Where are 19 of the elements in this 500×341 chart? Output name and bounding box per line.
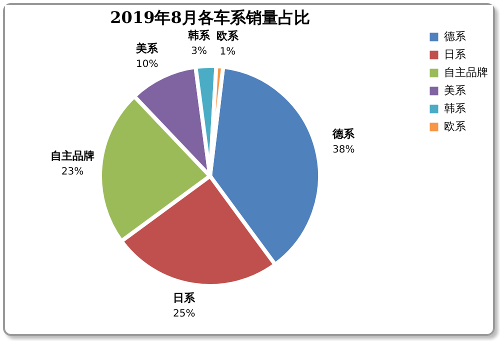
legend-label: 自主品牌	[444, 66, 488, 79]
legend-label: 美系	[444, 84, 466, 97]
data-label: 25%	[172, 308, 196, 320]
slice-label: 自主品牌	[50, 149, 95, 162]
legend-label: 德系	[444, 30, 466, 43]
data-label: 38%	[332, 144, 355, 156]
data-label: 10%	[136, 58, 158, 70]
data-label: 23%	[61, 166, 84, 178]
legend-label: 日系	[444, 48, 466, 61]
data-label: 1%	[220, 46, 236, 58]
data-label: 3%	[191, 46, 208, 58]
chart-title: 2019年8月各车系销量占比	[110, 8, 310, 28]
slice-label: 德系	[332, 127, 356, 140]
slice-label: 欧系	[216, 30, 240, 43]
legend-label: 欧系	[444, 120, 466, 133]
slice-label: 日系	[173, 291, 196, 304]
slice-label: 韩系	[187, 29, 212, 42]
slice-label: 美系	[135, 42, 160, 55]
legend-label: 韩系	[444, 102, 466, 115]
